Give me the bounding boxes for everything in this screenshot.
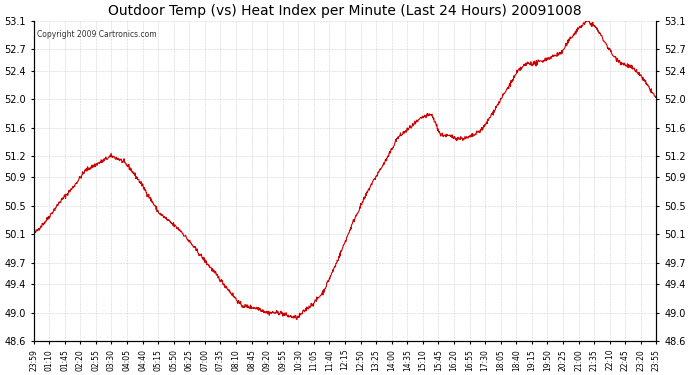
Text: Copyright 2009 Cartronics.com: Copyright 2009 Cartronics.com [37, 30, 157, 39]
Title: Outdoor Temp (vs) Heat Index per Minute (Last 24 Hours) 20091008: Outdoor Temp (vs) Heat Index per Minute … [108, 4, 582, 18]
